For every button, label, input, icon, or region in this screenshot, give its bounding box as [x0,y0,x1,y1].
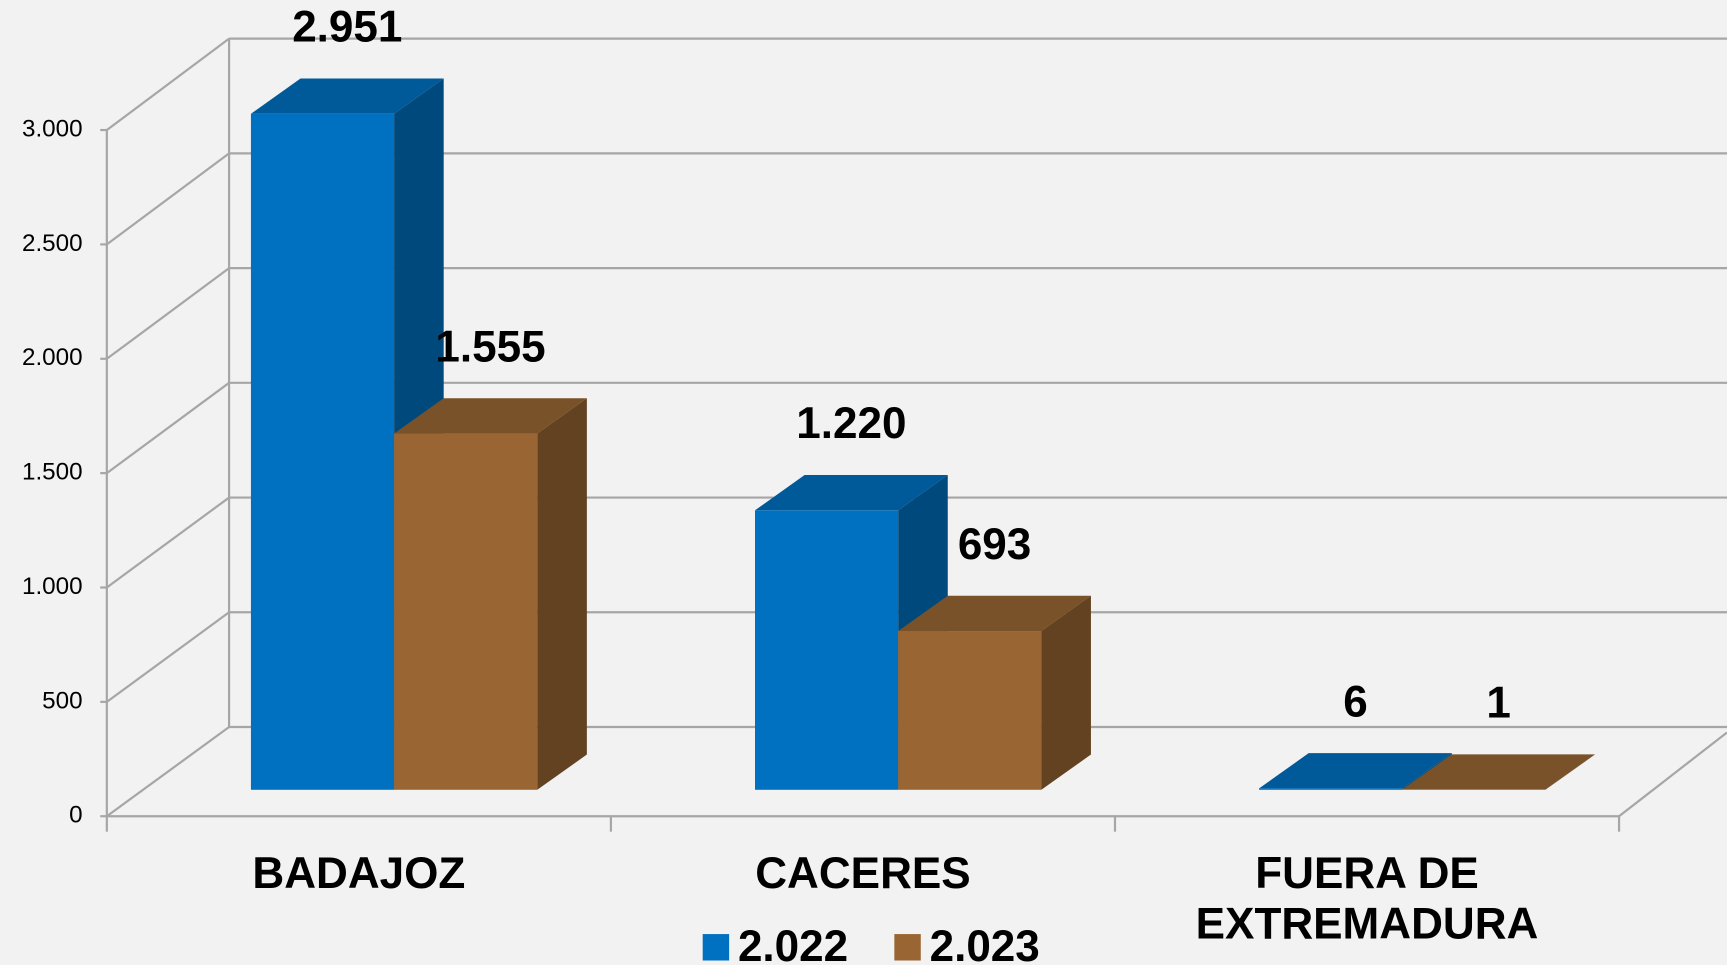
grid-line [106,726,230,818]
bar-front [755,510,899,790]
x-tick-label-box: CACERES [755,849,971,898]
x-tick-label: CACERES [755,849,971,898]
x-tick-label: FUERA DE EXTREMADURA [1195,849,1539,949]
bar-top [1402,754,1596,790]
grid-line [106,152,230,246]
grid-line [106,611,230,703]
y-tick-label: 1.000 [22,573,83,600]
grid-line [106,381,230,475]
bar-front [250,113,395,790]
grid-line [106,496,230,589]
legend-label: 2.023 [930,922,1040,965]
bar-side [1545,754,1596,790]
y-tick-label: 500 [42,687,82,714]
legend-label: 2.022 [738,922,848,965]
bar-side [1041,595,1091,790]
bar-top [250,78,444,114]
bar-side [1402,753,1452,790]
value-label: 1.220 [796,399,906,448]
y-tick-label: 3.000 [22,115,83,142]
value-label: 2.951 [292,3,402,52]
legend-swatch [894,934,921,961]
x-tick-label: BADAJOZ [252,849,466,898]
bar-top [755,475,948,511]
bar-front [394,433,538,790]
value-label: 693 [958,520,1032,569]
y-tick-label: 1.500 [22,459,83,486]
x-tick-label-box: BADAJOZ [252,849,466,898]
y-tick-label: 2.000 [22,344,83,371]
bar-top [898,595,1091,632]
bar-top [1259,753,1452,789]
bar-top [394,398,587,434]
value-label: 6 [1343,677,1368,726]
bar-front [1259,788,1403,790]
legend-swatch [702,934,730,961]
x-tick-label-box: FUERA DE EXTREMADURA [1195,849,1539,949]
floor-edge [1618,731,1727,818]
bar-front [898,631,1042,790]
grid-line [106,267,230,360]
grid-line [106,37,230,131]
y-tick-label: 0 [69,802,82,829]
bar-side [537,398,587,790]
value-label: 1 [1486,678,1511,727]
y-tick-label: 2.500 [22,230,83,257]
value-label: 1.555 [435,322,545,371]
